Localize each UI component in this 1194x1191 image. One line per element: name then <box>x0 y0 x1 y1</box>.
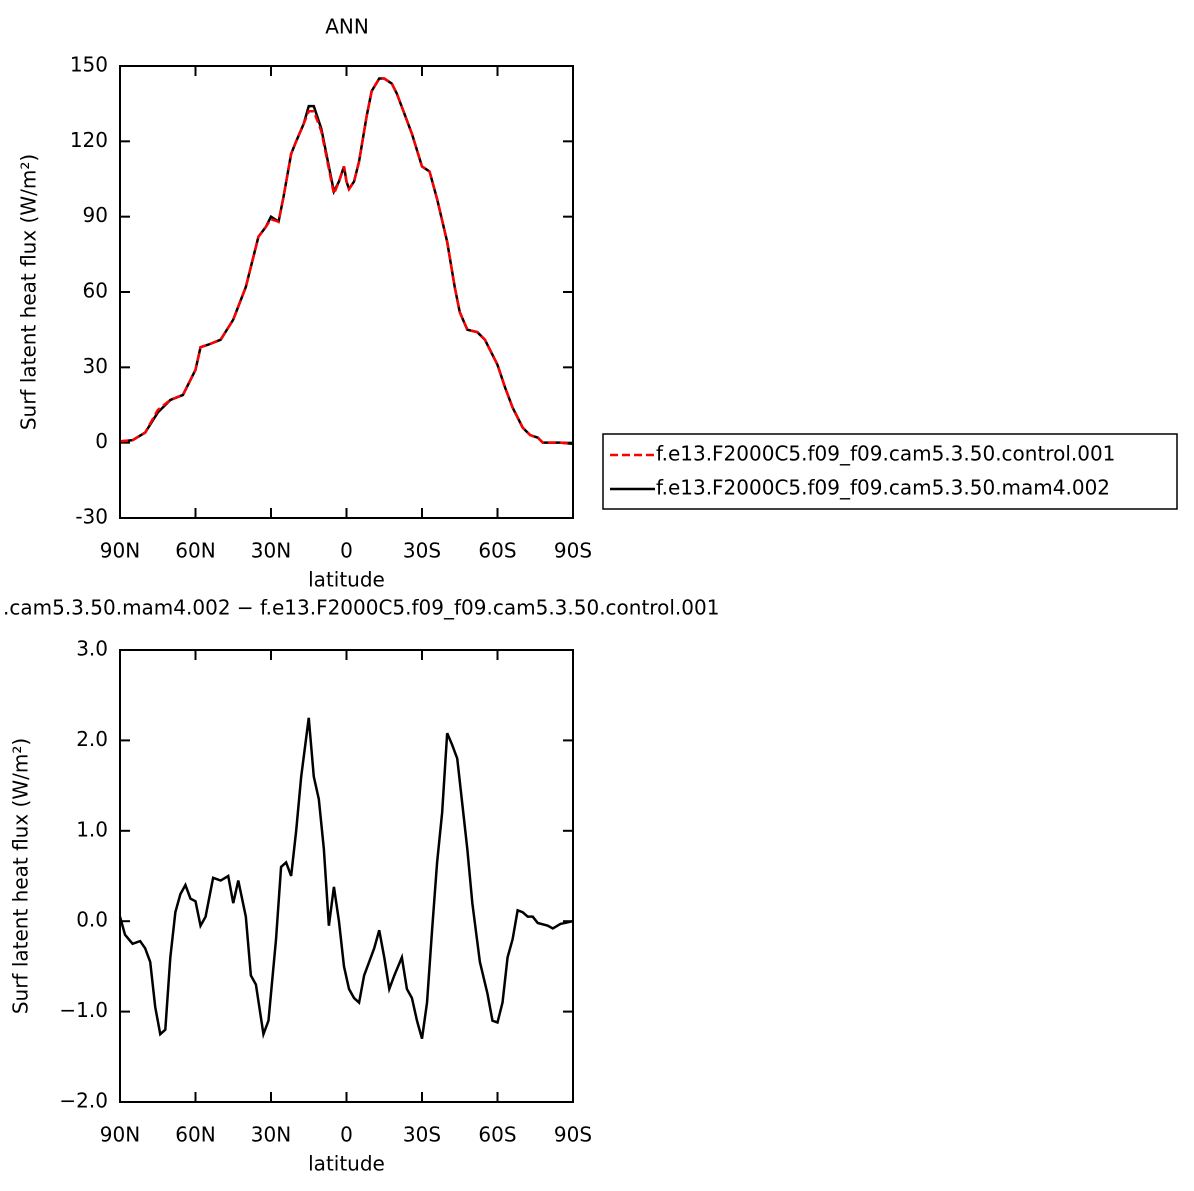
x-axis-label: latitude <box>308 1152 385 1176</box>
x-tick-label: 90N <box>100 1123 140 1147</box>
x-tick-label: 60N <box>175 539 215 563</box>
data-line <box>119 77 574 446</box>
x-tick-label: 30S <box>403 1123 441 1147</box>
x-tick-label: 30S <box>403 539 441 563</box>
y-tick-label: 1.0 <box>76 817 108 841</box>
y-tick-label: 0.0 <box>76 908 108 932</box>
y-tick-label: 150 <box>70 53 108 77</box>
x-tick-label: 30N <box>251 1123 291 1147</box>
legend-box <box>602 433 1178 510</box>
y-tick-label: 2.0 <box>76 727 108 751</box>
chart-title: ANN <box>325 15 369 39</box>
plot-frame <box>119 649 574 1103</box>
plot-frame <box>119 65 574 519</box>
legend-label: f.e13.F2000C5.f09_f09.cam5.3.50.control.… <box>656 442 1115 466</box>
y-tick-label: -30 <box>75 505 108 529</box>
x-tick-label: 0 <box>340 1123 353 1147</box>
x-tick-label: 90S <box>554 539 592 563</box>
data-line <box>118 717 574 1040</box>
x-tick-label: 90N <box>100 539 140 563</box>
data-line <box>119 77 574 446</box>
x-tick-label: 60S <box>478 1123 516 1147</box>
y-tick-label: 0 <box>95 429 108 453</box>
y-axis-label: Surf latent heat flux (W/m²) <box>9 738 33 1014</box>
x-tick-label: 60S <box>478 539 516 563</box>
y-axis-label: Surf latent heat flux (W/m²) <box>17 154 41 430</box>
x-tick-label: 30N <box>251 539 291 563</box>
y-tick-label: 60 <box>83 279 108 303</box>
y-tick-label: 90 <box>83 203 108 227</box>
legend-label: f.e13.F2000C5.f09_f09.cam5.3.50.mam4.002 <box>656 476 1110 500</box>
chart-title: .cam5.3.50.mam4.002 − f.e13.F2000C5.f09_… <box>3 596 719 620</box>
x-axis-label: latitude <box>308 568 385 592</box>
x-tick-label: 60N <box>175 1123 215 1147</box>
y-tick-label: 30 <box>83 354 108 378</box>
y-tick-label: 120 <box>70 128 108 152</box>
y-tick-label: 3.0 <box>76 637 108 661</box>
x-tick-label: 90S <box>554 1123 592 1147</box>
y-tick-label: −2.0 <box>59 1089 108 1113</box>
x-tick-label: 0 <box>340 539 353 563</box>
y-tick-label: −1.0 <box>59 998 108 1022</box>
